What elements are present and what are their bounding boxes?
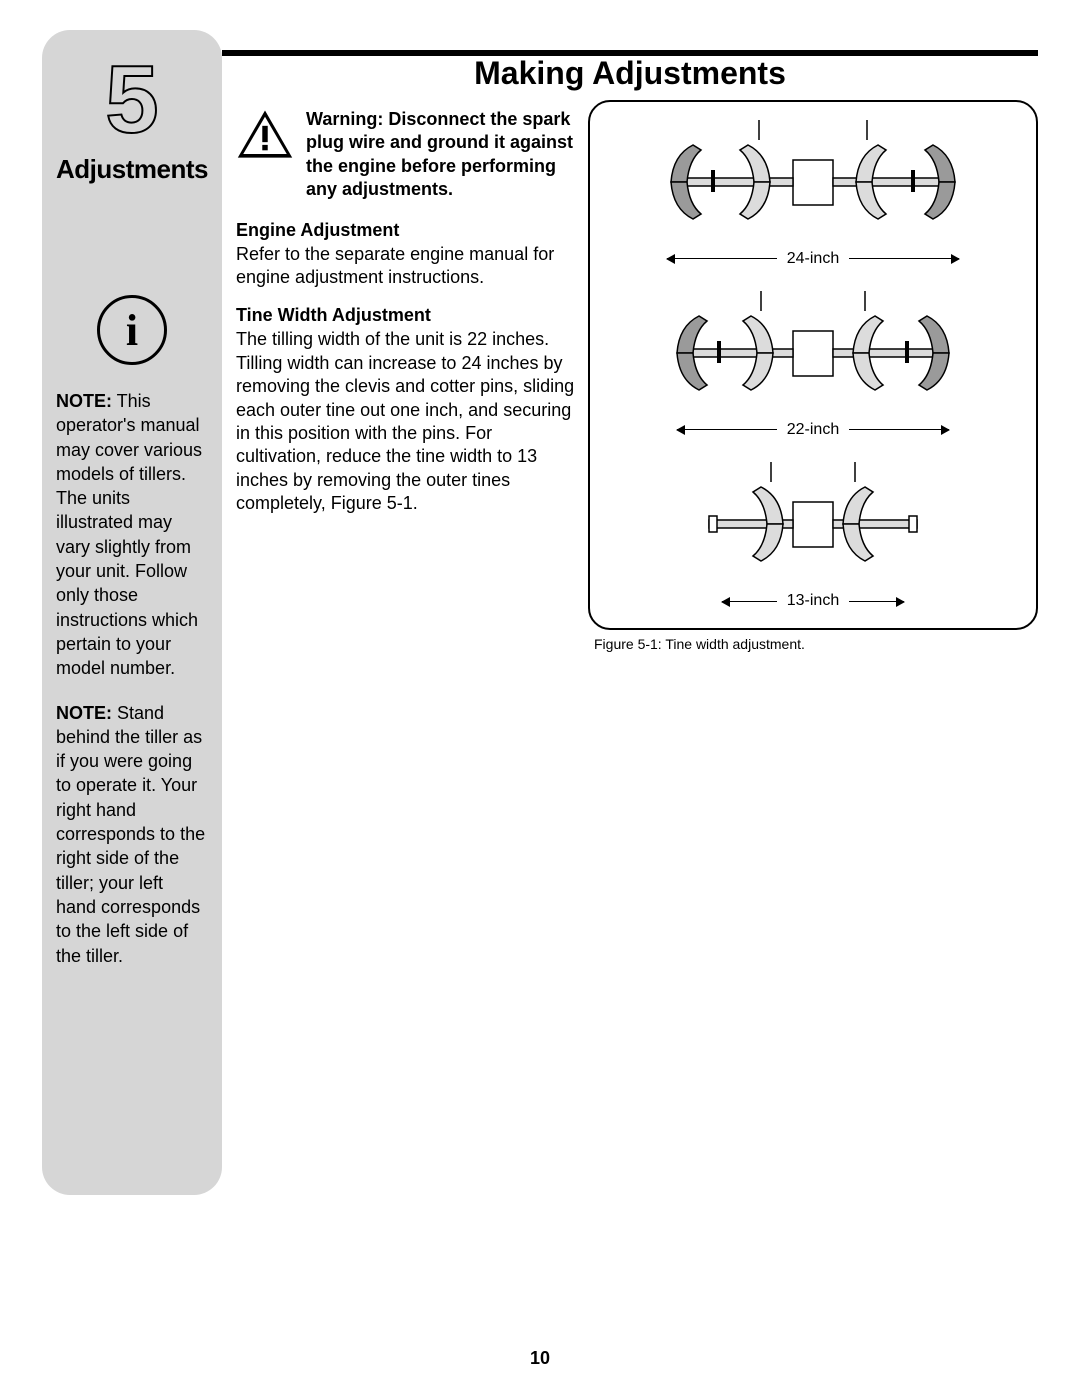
arrow-left-icon [667, 258, 777, 259]
note-1-text: This operator's manual may cover various… [56, 391, 202, 678]
info-glyph: i [126, 305, 138, 356]
section-number: 5 [52, 52, 212, 148]
sidebar: 5 Adjustments i NOTE: This operator's ma… [42, 30, 222, 1195]
note-2-label: NOTE: [56, 703, 112, 723]
main-title: Making Adjustments [222, 55, 1038, 92]
figure-panel: 24-inch [588, 100, 1038, 652]
diagram-22-label: 22-inch [677, 421, 949, 439]
note-2-text: Stand behind the tiller as if you were g… [56, 703, 205, 966]
note-1: NOTE: This operator's manual may cover v… [56, 389, 208, 681]
arrow-right-icon [849, 429, 949, 430]
page-number: 10 [0, 1348, 1080, 1369]
tine-diagram-13-icon [673, 462, 953, 592]
arrow-left-icon [722, 601, 777, 602]
figure-box: 24-inch [588, 100, 1038, 630]
tine-diagram-24-icon [663, 120, 963, 250]
tine-diagram-22-icon [673, 291, 953, 421]
body-engine: Refer to the separate engine manual for … [236, 243, 576, 290]
arrow-right-icon [849, 601, 904, 602]
arrow-left-icon [677, 429, 777, 430]
warning-text: Warning: Disconnect the spark plug wire … [306, 108, 576, 202]
note-1-label: NOTE: [56, 391, 112, 411]
page: 5 Adjustments i NOTE: This operator's ma… [0, 0, 1080, 1397]
sidebar-notes: NOTE: This operator's manual may cover v… [52, 389, 212, 968]
diagram-13-label: 13-inch [722, 592, 904, 610]
body-tine: The tilling width of the unit is 22 inch… [236, 328, 576, 515]
warning-icon [236, 108, 294, 165]
note-2: NOTE: Stand behind the tiller as if you … [56, 701, 208, 968]
diagram-22: 22-inch [600, 291, 1026, 439]
label-13: 13-inch [787, 592, 839, 610]
info-icon-wrap: i [52, 295, 212, 365]
info-icon: i [97, 295, 167, 365]
arrow-right-icon [849, 258, 959, 259]
label-22: 22-inch [787, 421, 839, 439]
diagram-24: 24-inch [600, 120, 1026, 268]
figure-caption: Figure 5-1: Tine width adjustment. [594, 636, 1038, 652]
section-title: Adjustments [52, 154, 212, 185]
label-24: 24-inch [787, 250, 839, 268]
diagram-24-label: 24-inch [667, 250, 959, 268]
diagram-13: 13-inch [600, 462, 1026, 610]
